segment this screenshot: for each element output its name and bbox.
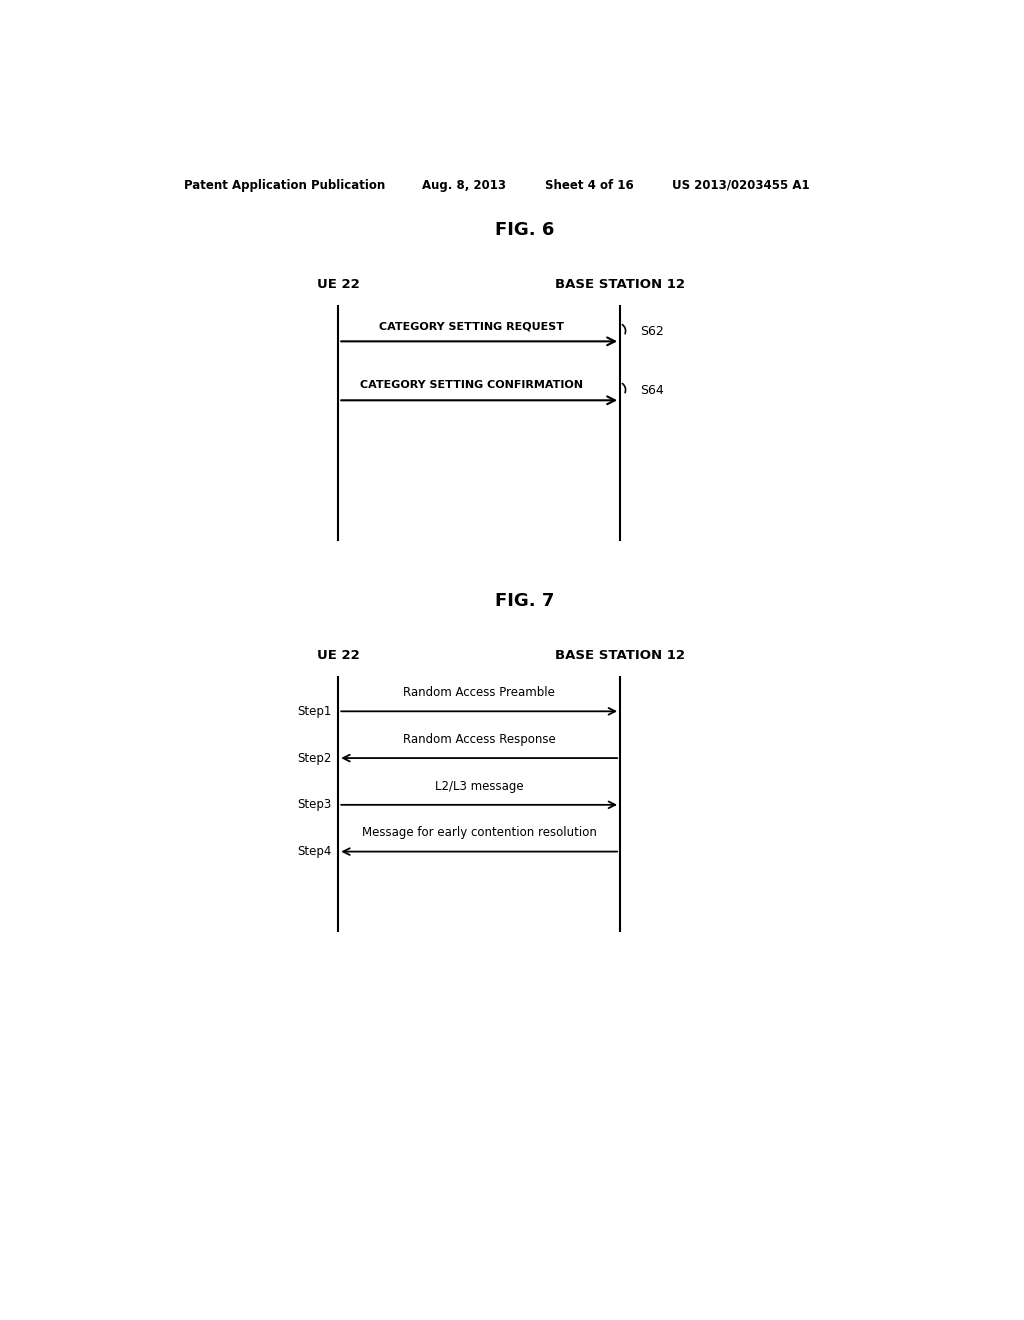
Text: BASE STATION 12: BASE STATION 12 xyxy=(555,648,685,661)
Text: BASE STATION 12: BASE STATION 12 xyxy=(555,277,685,290)
Text: Aug. 8, 2013: Aug. 8, 2013 xyxy=(422,178,506,191)
Text: Step3: Step3 xyxy=(298,799,332,812)
Text: Random Access Preamble: Random Access Preamble xyxy=(403,686,555,700)
Text: CATEGORY SETTING CONFIRMATION: CATEGORY SETTING CONFIRMATION xyxy=(359,380,583,391)
Text: UE 22: UE 22 xyxy=(317,277,359,290)
Text: Sheet 4 of 16: Sheet 4 of 16 xyxy=(545,178,634,191)
Text: Step4: Step4 xyxy=(298,845,332,858)
Text: S64: S64 xyxy=(640,384,664,396)
Text: Random Access Response: Random Access Response xyxy=(402,733,556,746)
Text: Step1: Step1 xyxy=(298,705,332,718)
Text: S62: S62 xyxy=(640,325,664,338)
Text: UE 22: UE 22 xyxy=(317,648,359,661)
Text: Step2: Step2 xyxy=(298,751,332,764)
Text: US 2013/0203455 A1: US 2013/0203455 A1 xyxy=(672,178,809,191)
Text: L2/L3 message: L2/L3 message xyxy=(435,780,523,792)
Text: Patent Application Publication: Patent Application Publication xyxy=(183,178,385,191)
Text: FIG. 7: FIG. 7 xyxy=(496,591,554,610)
Text: FIG. 6: FIG. 6 xyxy=(496,220,554,239)
Text: Message for early contention resolution: Message for early contention resolution xyxy=(361,826,597,840)
Text: CATEGORY SETTING REQUEST: CATEGORY SETTING REQUEST xyxy=(379,321,564,331)
